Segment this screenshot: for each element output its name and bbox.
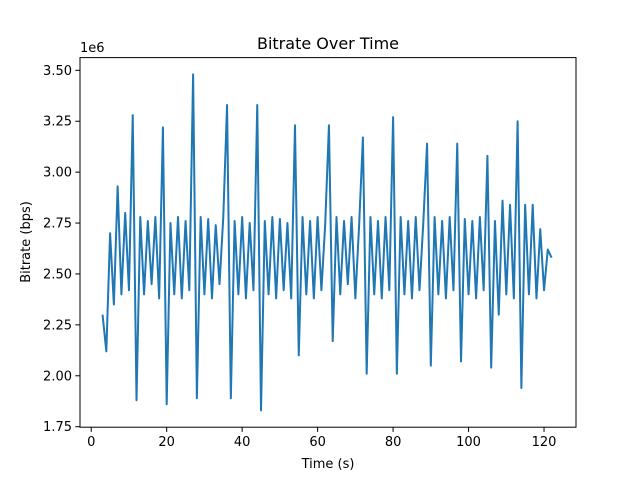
chart-title: Bitrate Over Time [257,34,399,53]
x-tick-label: 40 [234,435,251,450]
y-tick-label: 3.00 [43,166,72,181]
y-axis-label: Bitrate (bps) [19,201,34,283]
y-tick-label: 3.50 [43,64,72,79]
y-tick-label: 2.50 [43,267,72,282]
plot-frame [79,57,577,428]
x-tick-label: 60 [309,435,326,450]
y-tick-label: 2.25 [43,318,72,333]
y-tick-label: 2.00 [43,369,72,384]
x-axis-label: Time (s) [301,457,355,472]
y-tick-label: 2.75 [43,217,72,232]
x-tick-label: 80 [385,435,402,450]
x-tick-label: 120 [532,435,557,450]
data-line [101,73,553,412]
y-tick-label: 1.75 [43,420,72,435]
y-tick-label: 3.25 [43,115,72,130]
x-tick-label: 100 [456,435,481,450]
x-tick-label: 0 [87,435,95,450]
y-offset-label: 1e6 [80,41,105,56]
x-tick-label: 20 [158,435,175,450]
